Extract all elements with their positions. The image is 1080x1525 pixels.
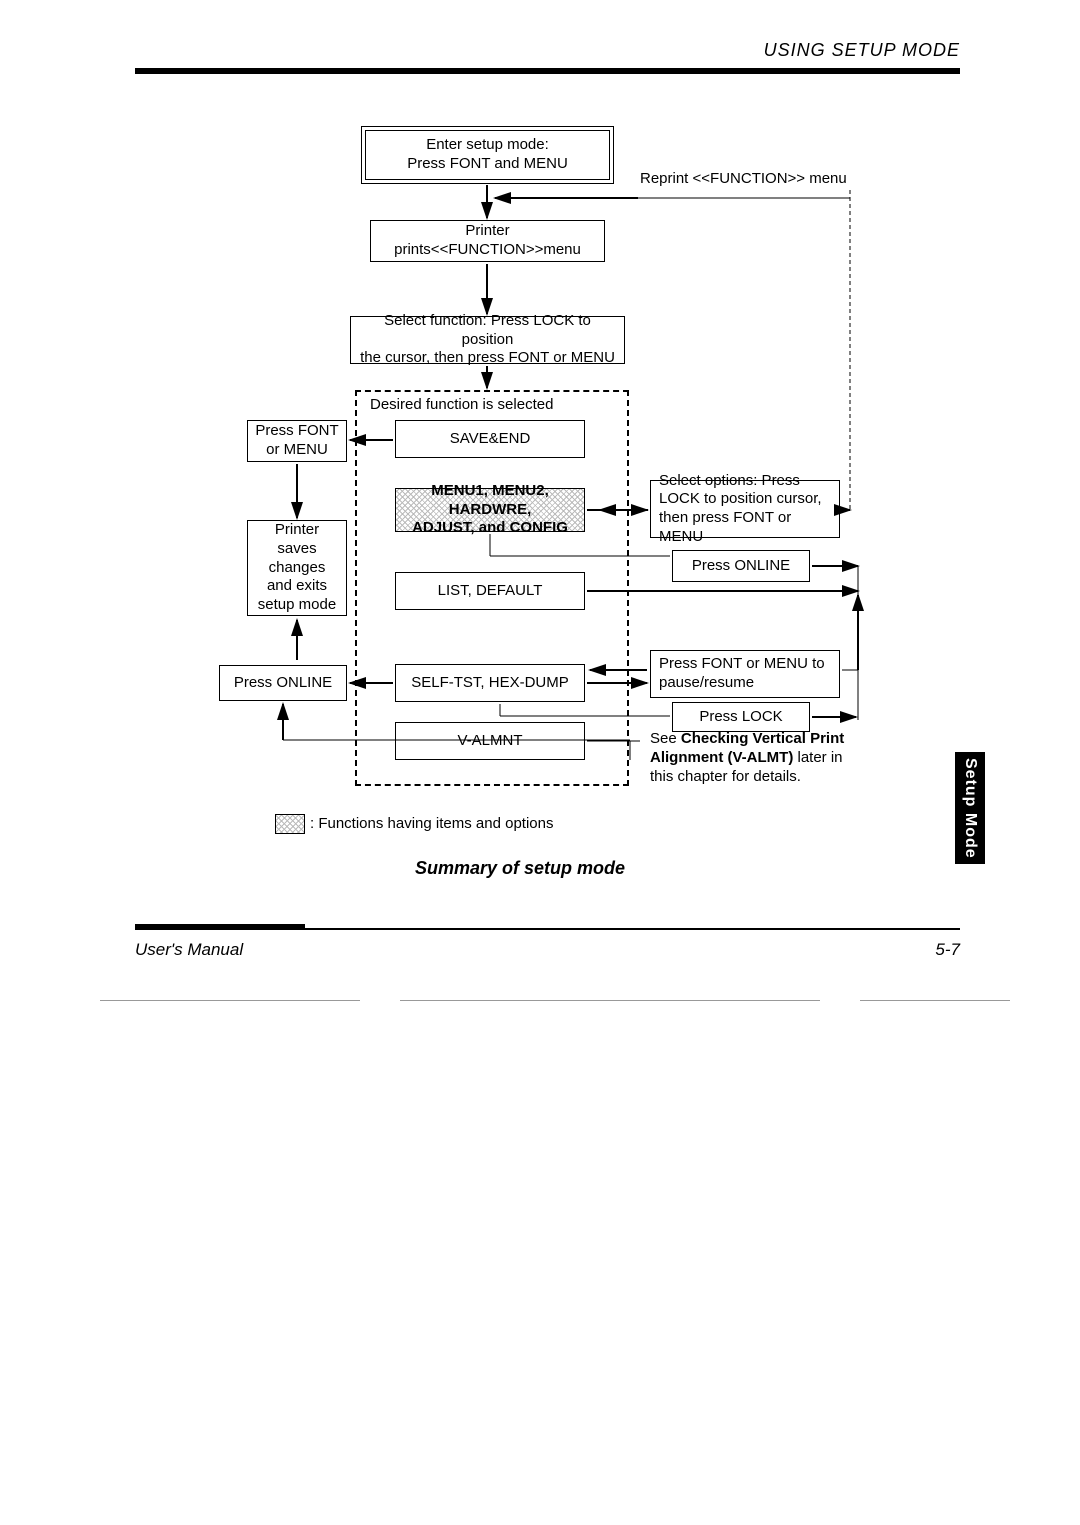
box-press-online-left-text: Press ONLINE (234, 674, 332, 693)
box-press-online-right: Press ONLINE (672, 550, 810, 582)
scan-line (860, 1000, 1010, 1002)
footer-rule (135, 928, 960, 930)
legend-swatch (275, 814, 305, 834)
box-press-online-right-text: Press ONLINE (692, 557, 790, 576)
box-enter-setup-text: Enter setup mode: Press FONT and MENU (407, 136, 568, 174)
box-saveend: SAVE&END (395, 420, 585, 458)
side-tab-text: Setup Mode (961, 758, 979, 859)
box-select-function-text: Select function: Press LOCK to position … (357, 312, 618, 368)
box-enter-setup: Enter setup mode: Press FONT and MENU (365, 130, 610, 180)
box-saveend-text: SAVE&END (450, 430, 531, 449)
box-press-font-menu: Press FONT or MENU (247, 420, 347, 462)
scan-line (100, 1000, 360, 1002)
box-valmnt: V-ALMNT (395, 722, 585, 760)
box-printer-prints: Printer prints<<FUNCTION>>menu (370, 220, 605, 262)
box-printer-saves-text: Printer saves changes and exits setup mo… (258, 521, 336, 615)
box-press-font-menu-text: Press FONT or MENU (255, 422, 338, 460)
scan-line (400, 1000, 820, 1002)
box-pause-resume: Press FONT or MENU to pause/resume (650, 650, 840, 698)
footer-left: User's Manual (135, 940, 243, 960)
box-selftst: SELF-TST, HEX-DUMP (395, 664, 585, 702)
dashed-title: Desired function is selected (370, 396, 553, 415)
running-header: USING SETUP MODE (764, 40, 960, 61)
box-pause-resume-text: Press FONT or MENU to pause/resume (659, 655, 825, 693)
box-select-options: Select options: Press LOCK to position c… (650, 480, 840, 538)
box-select-options-text: Select options: Press LOCK to position c… (659, 472, 833, 547)
box-press-lock-text: Press LOCK (699, 708, 782, 727)
label-see-checking: See Checking Vertical Print Alignment (V… (650, 730, 870, 786)
side-tab: Setup Mode (955, 752, 985, 864)
see-checking-pre: See (650, 730, 681, 747)
box-list-default-text: LIST, DEFAULT (438, 582, 543, 601)
box-selftst-text: SELF-TST, HEX-DUMP (411, 674, 569, 693)
box-press-online-left: Press ONLINE (219, 665, 347, 701)
box-menus: MENU1, MENU2, HARDWRE, ADJUST, and CONFI… (395, 488, 585, 532)
figure-caption: Summary of setup mode (415, 858, 625, 879)
footer-right: 5-7 (935, 940, 960, 960)
box-valmnt-text: V-ALMNT (457, 732, 522, 751)
page: USING SETUP MODE Enter setup mode: Press… (0, 0, 1080, 1525)
box-printer-saves: Printer saves changes and exits setup mo… (247, 520, 347, 616)
box-select-function: Select function: Press LOCK to position … (350, 316, 625, 364)
box-menus-text: MENU1, MENU2, HARDWRE, ADJUST, and CONFI… (402, 482, 578, 538)
legend-text: : Functions having items and options (310, 815, 553, 834)
header-rule (135, 68, 960, 74)
box-list-default: LIST, DEFAULT (395, 572, 585, 610)
box-printer-prints-text: Printer prints<<FUNCTION>>menu (377, 222, 598, 260)
label-reprint: Reprint <<FUNCTION>> menu (640, 170, 847, 189)
box-press-lock: Press LOCK (672, 702, 810, 732)
